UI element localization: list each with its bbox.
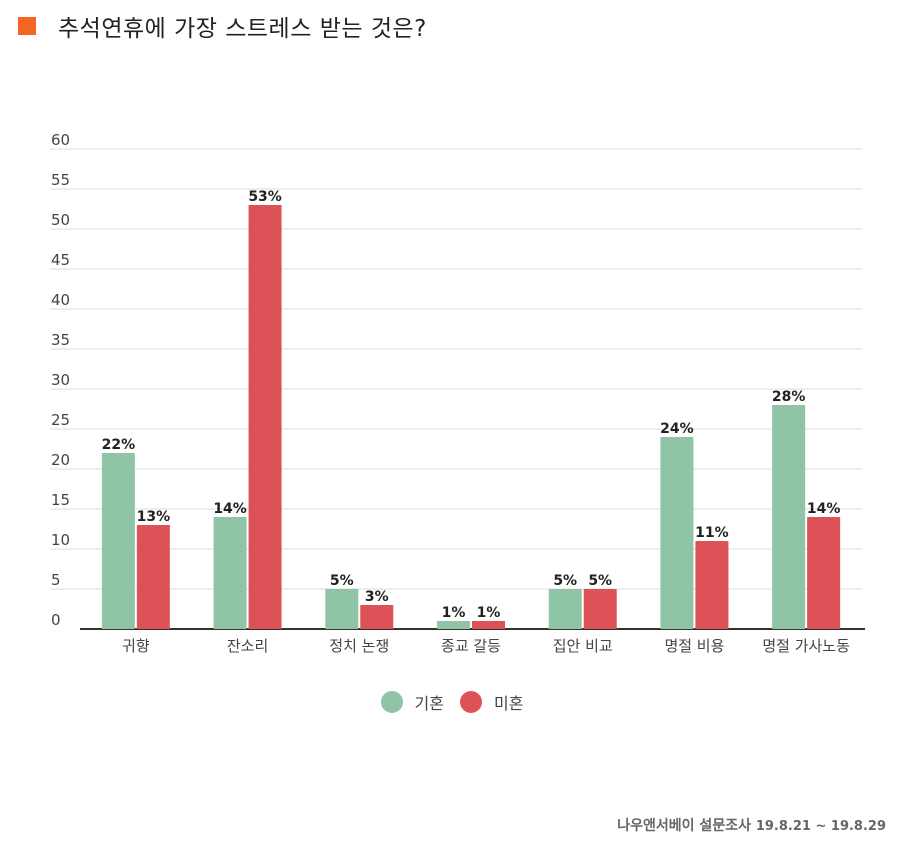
y-tick-label: 60 — [51, 131, 70, 149]
data-label: 14% — [213, 501, 247, 517]
source-range: 19.8.21 ~ 19.8.29 — [755, 819, 886, 834]
y-tick-label: 45 — [51, 251, 70, 269]
y-tick-label: 15 — [51, 491, 70, 509]
y-tick-label: 35 — [51, 331, 70, 349]
y-tick-label: 40 — [51, 291, 70, 309]
bar-single — [472, 621, 505, 629]
legend-dot-single-icon — [460, 691, 482, 713]
data-label: 5% — [553, 573, 577, 589]
bar-single — [583, 589, 617, 629]
data-label: 53% — [248, 189, 282, 205]
bar-married — [213, 517, 247, 629]
bar-single — [248, 205, 282, 629]
legend-item-married[interactable]: 기혼 — [380, 690, 444, 714]
x-tick-label: 명절 비용 — [664, 637, 724, 655]
x-tick-label: 종교 갈등 — [441, 637, 501, 655]
source-name: 나우앤서베이 설문조사 — [617, 818, 751, 834]
y-tick-label: 30 — [51, 371, 70, 389]
bar-single — [695, 541, 729, 629]
x-tick-label: 잔소리 — [227, 637, 268, 655]
y-tick-label: 5 — [51, 571, 61, 589]
bar-married — [772, 405, 806, 629]
source-note: 나우앤서베이 설문조사 19.8.21 ~ 19.8.29 — [617, 815, 886, 835]
x-tick-label: 집안 비교 — [553, 637, 613, 655]
bar-single — [360, 605, 394, 629]
data-label: 24% — [660, 421, 694, 437]
x-tick-label: 명절 가사노동 — [762, 637, 850, 655]
bar-married — [437, 621, 470, 629]
chart-title: 추석연휴에 가장 스트레스 받는 것은? — [58, 16, 427, 42]
y-tick-label: 55 — [51, 171, 70, 189]
y-tick-label: 0 — [51, 611, 61, 629]
bar-single — [807, 517, 841, 629]
bar-married — [325, 589, 359, 629]
y-tick-label: 25 — [51, 411, 70, 429]
data-label: 1% — [442, 605, 466, 621]
legend-item-single[interactable]: 미혼 — [460, 690, 523, 714]
bar-married — [548, 589, 582, 629]
bar-married — [101, 453, 135, 629]
legend-dot-married-icon — [380, 691, 403, 713]
data-label: 13% — [137, 509, 171, 525]
y-tick-label: 20 — [51, 451, 70, 469]
title-square-icon — [18, 17, 36, 35]
data-label: 22% — [102, 437, 136, 453]
legend-label-single: 미혼 — [494, 694, 524, 713]
chart-legend: 기혼 미혼 — [0, 690, 904, 714]
bar-single — [136, 525, 170, 629]
y-tick-label: 10 — [51, 531, 70, 549]
legend-label-married: 기혼 — [414, 694, 444, 713]
x-tick-label: 정치 논쟁 — [329, 637, 389, 655]
data-label: 14% — [807, 501, 841, 517]
bar-married — [660, 437, 694, 629]
data-label: 11% — [695, 525, 729, 541]
data-label: 1% — [477, 605, 501, 621]
data-label: 28% — [772, 389, 806, 405]
data-label: 3% — [365, 589, 389, 605]
y-tick-label: 50 — [51, 211, 70, 229]
data-label: 5% — [330, 573, 354, 589]
data-label: 5% — [588, 573, 612, 589]
chart-title-bar: 추석연휴에 가장 스트레스 받는 것은? — [18, 10, 427, 42]
x-tick-label: 귀향 — [122, 637, 150, 655]
